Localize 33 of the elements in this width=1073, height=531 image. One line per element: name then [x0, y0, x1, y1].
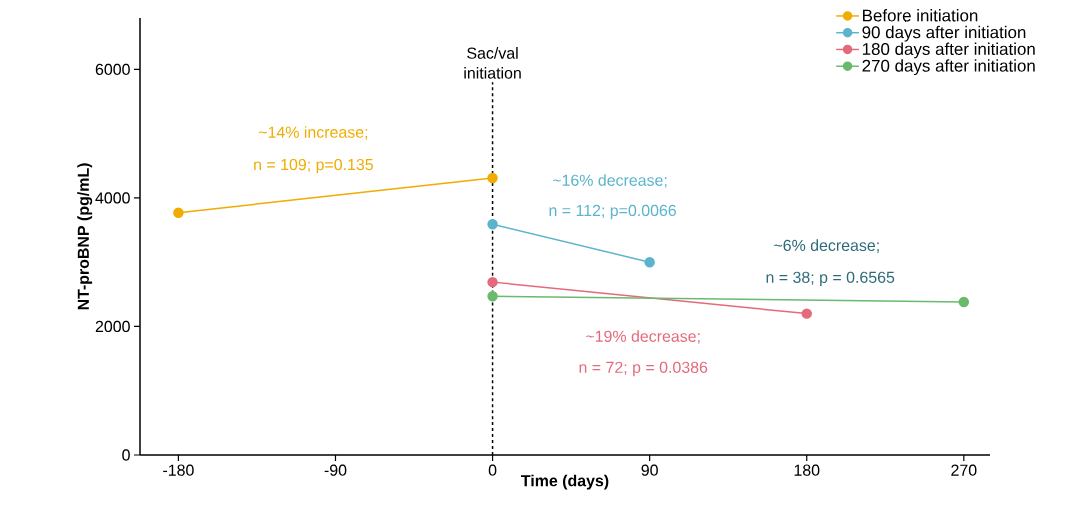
- legend-label: 180 days after initiation: [862, 42, 1035, 59]
- annotation: ~16% decrease;: [552, 174, 667, 188]
- annotation: ~6% decrease;: [774, 239, 879, 253]
- annotation: ~19% decrease;: [586, 330, 700, 344]
- x-tick-label: 90: [641, 464, 658, 476]
- annotation: ~14% increase;: [258, 126, 368, 140]
- point: [958, 296, 970, 308]
- point: [487, 276, 498, 288]
- x-axis-title: Time (days): [521, 474, 609, 490]
- x-tick-label: 0: [488, 464, 497, 476]
- legend-label: Before initiation: [863, 9, 978, 22]
- legend-label: 90 days after initiation: [862, 25, 1026, 42]
- point: [487, 291, 498, 302]
- y-tick-label: 4000: [95, 192, 130, 204]
- point: [644, 256, 655, 268]
- x-tick-label: 180: [794, 464, 820, 476]
- ref-line-label: Sac/val initiation: [464, 47, 521, 79]
- legend-label: 270 days after initiation: [862, 59, 1035, 76]
- x-tick-label: -180: [163, 464, 194, 476]
- annotation: n = 109; p=0.135: [254, 158, 373, 174]
- y-tick-label: 6000: [95, 63, 130, 76]
- x-tick-label: -90: [324, 464, 347, 476]
- point: [173, 207, 184, 218]
- annotation: n = 112; p=0.0066: [549, 204, 676, 220]
- y-axis-title: NT-proBNP (pg/mL): [77, 163, 93, 310]
- x-tick-label: 270: [951, 464, 977, 476]
- point: [487, 219, 498, 230]
- y-tick-label: 0: [122, 449, 130, 461]
- point: [801, 308, 812, 319]
- annotation: n = 72; p = 0.0386: [579, 361, 708, 377]
- point: [487, 172, 498, 184]
- y-tick-label: 2000: [95, 320, 130, 333]
- annotation: n = 38; p = 0.6565: [766, 271, 895, 287]
